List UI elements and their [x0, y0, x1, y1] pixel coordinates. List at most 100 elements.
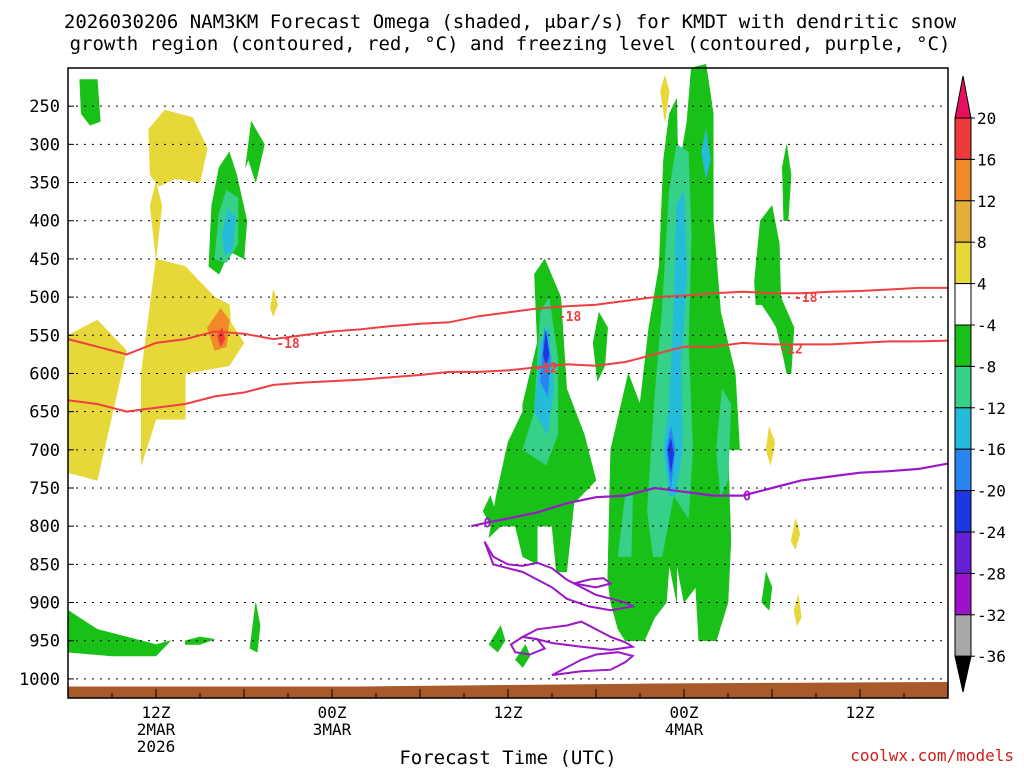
freezing-level-loop: [573, 577, 613, 589]
y-tick-label: 950: [29, 632, 60, 652]
colorbar-label: 20: [977, 109, 996, 128]
y-tick-label: 750: [29, 479, 60, 499]
freezing-level-loop: [519, 620, 636, 651]
colorbar-label: -4: [977, 316, 996, 335]
omega-region: [270, 289, 278, 317]
y-tick-label: 650: [29, 403, 60, 423]
colorbar-top-arrow: [954, 75, 972, 119]
omega-shading: [67, 63, 802, 668]
omega-region: [67, 609, 172, 657]
omega-region: [482, 494, 497, 527]
y-tick-label: 300: [29, 135, 60, 155]
contour-label: 0: [743, 490, 751, 505]
colorbar-label: -8: [977, 357, 996, 376]
y-tick-label: 800: [29, 517, 60, 537]
colorbar-swatch: [954, 614, 972, 657]
y-tick-label: 900: [29, 594, 60, 614]
x-tick-label: 2026: [137, 737, 176, 756]
colorbar-label: -32: [977, 606, 1006, 625]
y-tick-label: 450: [29, 250, 60, 270]
omega-region: [514, 643, 531, 668]
freezing-level-loop: [509, 635, 547, 656]
omega-region: [245, 120, 265, 184]
omega-region: [761, 571, 773, 611]
colorbar-swatch: [954, 407, 972, 450]
colorbar-swatch: [954, 531, 972, 574]
omega-region: [660, 74, 670, 122]
colorbar-swatch: [954, 365, 972, 409]
y-tick-label: 400: [29, 212, 60, 232]
contour-label: 0: [484, 516, 492, 531]
contour-label: -18: [794, 291, 818, 306]
colorbar-label: -24: [977, 523, 1006, 542]
y-tick-label: 1000: [19, 670, 60, 690]
colorbar-label: 8: [977, 233, 987, 252]
contour-label: -18: [558, 310, 582, 325]
colorbar-bottom-arrow: [954, 655, 972, 693]
x-tick-label: 12Z: [142, 703, 171, 722]
freezing-level-loop: [551, 651, 635, 677]
pressure-gridlines: [68, 105, 948, 680]
colorbar-label: -20: [977, 482, 1006, 501]
x-tick-label: 4MAR: [665, 720, 704, 739]
colorbar-swatch: [954, 283, 972, 326]
contour-label: -12: [779, 342, 802, 357]
freezing-level-line: [471, 462, 949, 528]
omega-region: [701, 129, 711, 179]
omega-region: [148, 109, 208, 187]
y-tick-label: 550: [29, 326, 60, 346]
y-tick-label: 600: [29, 364, 60, 384]
x-tick-label: 12Z: [846, 703, 875, 722]
colorbar-label: -12: [977, 399, 1006, 418]
omega-region: [488, 624, 506, 653]
y-tick-label: 250: [29, 97, 60, 117]
colorbar-label: 4: [977, 275, 987, 294]
dgz-contour-line: [67, 286, 948, 356]
colorbar-swatch: [954, 324, 972, 367]
x-tick-label: 2MAR: [137, 720, 176, 739]
omega-region: [716, 387, 732, 497]
omega-region: [782, 144, 792, 221]
y-tick-label: 350: [29, 174, 60, 194]
x-axis-label: Forecast Time (UTC): [399, 747, 616, 768]
colorbar-swatch: [954, 448, 972, 492]
omega-region: [249, 602, 261, 653]
y-axis: 250 300 350 400 450 500 550 600 650 700 750 800 850 9…: [19, 97, 74, 690]
omega-region: [667, 438, 674, 473]
contour-lines: -18 -12 -18 -18 -12 0 0: [67, 286, 949, 677]
colorbar-swatch: [954, 200, 972, 243]
omega-region: [793, 594, 802, 627]
x-tick-label: 3MAR: [313, 720, 352, 739]
colorbar-label: -16: [977, 440, 1006, 459]
dgz-contour-line: [67, 339, 949, 413]
y-tick-label: 850: [29, 555, 60, 575]
omega-region: [790, 518, 801, 550]
omega-region: [141, 258, 245, 466]
chart-title-line1: 2026030206 NAM3KM Forecast Omega (shaded…: [64, 11, 957, 33]
colorbar-swatch: [954, 117, 972, 160]
colorbar-swatch: [954, 241, 972, 285]
omega-region: [765, 426, 776, 466]
contour-label: -12: [534, 361, 557, 376]
chart-title-line2: growth region (contoured, red, °C) and f…: [70, 33, 951, 55]
colorbar-label: -36: [977, 647, 1006, 666]
colorbar-swatch: [954, 490, 972, 533]
colorbar-label: -28: [977, 564, 1006, 583]
contour-label: -18: [276, 337, 300, 352]
x-tick-label: 12Z: [494, 703, 523, 722]
y-tick-label: 500: [29, 288, 60, 308]
omega-region: [67, 319, 127, 481]
x-tick-label: 00Z: [670, 703, 699, 722]
omega-region: [185, 636, 215, 645]
colorbar-swatch: [954, 572, 972, 616]
omega-region: [221, 208, 236, 256]
colorbar: 20 16 12 8 4 -4 -8 -12 -16 -20 -24 -28 -32 -36: [954, 75, 1006, 693]
omega-region: [617, 495, 633, 557]
omega-region: [592, 311, 608, 382]
credit-link[interactable]: coolwx.com/models: [850, 746, 1014, 765]
colorbar-swatch: [954, 158, 972, 202]
y-tick-label: 700: [29, 441, 60, 461]
colorbar-label: 12: [977, 192, 996, 211]
